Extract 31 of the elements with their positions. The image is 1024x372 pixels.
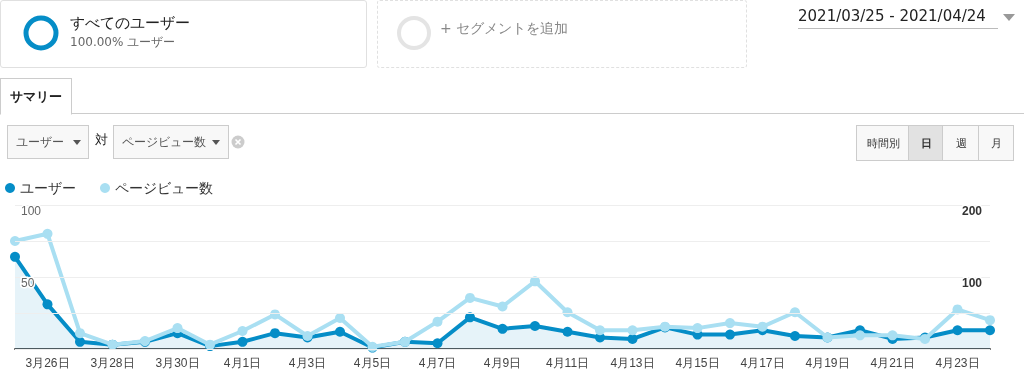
x-tick-label: 3月26日	[25, 356, 70, 370]
x-tick-label: 4月11日	[545, 356, 590, 370]
x-tick-label: 4月15日	[675, 356, 720, 370]
legend-label: ユーザー	[20, 180, 76, 196]
text: サマリー	[0, 78, 72, 115]
y2-tick-label: 200	[961, 204, 983, 218]
x-tick-label: 4月19日	[805, 356, 850, 370]
x-tick-label: 4月9日	[483, 356, 522, 370]
text: 時間別	[856, 125, 910, 161]
legend-label: ページビュー数	[115, 180, 213, 196]
x-tick-label: 4月17日	[740, 356, 785, 370]
x-tick-label: 4月21日	[870, 356, 915, 370]
text: 週	[942, 125, 980, 161]
text: ページビュー数	[122, 133, 206, 151]
text: ユーザー	[16, 133, 64, 151]
text: + セグメントを追加	[440, 20, 569, 38]
text: 日	[908, 125, 944, 161]
x-tick-label: 3月30日	[155, 356, 200, 370]
text: 月	[978, 125, 1014, 161]
x-tick-label: 4月23日	[935, 356, 980, 370]
text: 2021/03/25 - 2021/04/24	[798, 7, 998, 29]
x-tick-label: 3月28日	[90, 356, 135, 370]
x-tick-label: 4月1日	[223, 356, 262, 370]
y2-tick-label: 100	[961, 276, 983, 290]
text: 対	[95, 131, 108, 149]
x-tick-label: 4月5日	[353, 356, 392, 370]
x-tick-label: 4月13日	[610, 356, 655, 370]
text: すべてのユーザー	[70, 14, 190, 33]
text: 100.00% ユーザー	[70, 34, 176, 51]
x-tick-label: 4月7日	[418, 356, 457, 370]
x-tick-label: 4月3日	[288, 356, 327, 370]
